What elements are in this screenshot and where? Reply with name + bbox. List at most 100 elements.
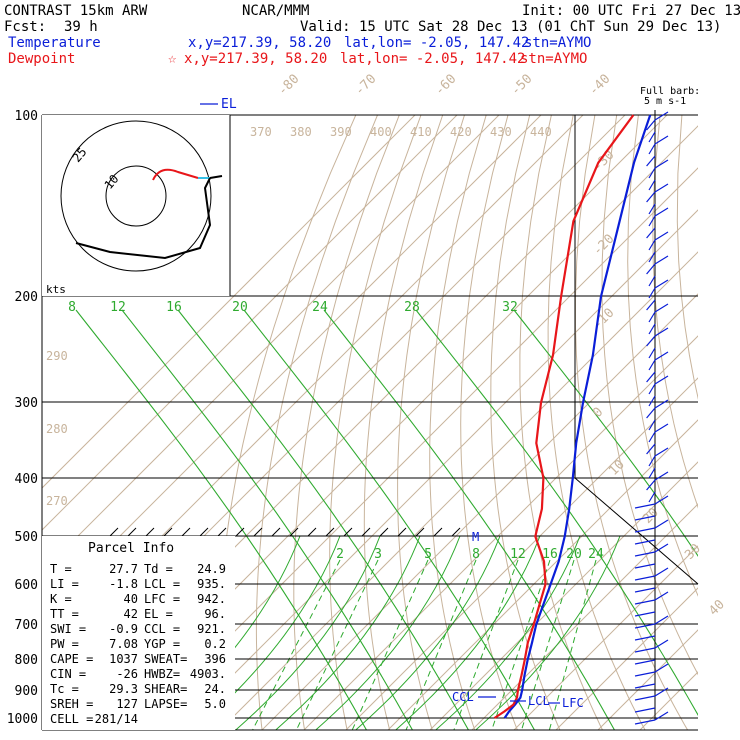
dry-adiabat — [601, 115, 698, 676]
wind-barb — [634, 539, 656, 545]
wind-barb — [646, 191, 656, 203]
theta-label-left: 290 — [46, 349, 68, 363]
isotherm-label: -70 — [352, 72, 379, 99]
parcel-info-key: T = — [50, 562, 72, 576]
dry-adiabat — [397, 115, 465, 730]
parcel-info-value: 4903. — [190, 667, 226, 681]
wind-barb-column — [634, 110, 669, 725]
wind-barb — [648, 383, 656, 395]
theta-label: 440 — [530, 125, 552, 139]
wind-barb — [648, 287, 656, 299]
isotherm-line — [42, 115, 542, 615]
wind-barb-flag — [654, 663, 669, 673]
wind-barb — [648, 215, 656, 227]
mixing-ratio-label: 12 — [110, 300, 126, 315]
mixing-ratio-line — [415, 309, 698, 717]
mixing-ratio-label: 16 — [166, 300, 182, 315]
wind-barb — [648, 455, 656, 467]
parcel-info-key: Tc = — [50, 682, 79, 696]
pressure-label: 600 — [15, 578, 38, 593]
dewpoint-xy: x,y=217.39, 58.20 — [184, 51, 327, 67]
lfc-marker-label: LFC — [562, 696, 584, 710]
wind-barb — [648, 395, 656, 407]
wind-barb-flag — [654, 639, 669, 649]
wind-barb — [648, 167, 656, 179]
wind-barb-flag — [654, 711, 669, 721]
wind-barb — [646, 299, 656, 311]
parcel-info-value: 935. — [197, 577, 226, 591]
parcel-info-value: 24. — [204, 682, 226, 696]
mixing-ratio-line — [243, 309, 536, 730]
parcel-info-key: K = — [50, 592, 72, 606]
parcel-info-title: Parcel Info — [88, 541, 174, 556]
wind-barb — [648, 467, 656, 479]
wind-barb — [648, 311, 656, 323]
dry-adiabat — [547, 115, 646, 730]
hodograph-trace-low — [152, 168, 199, 181]
wind-barb — [648, 131, 656, 143]
freezing-tick — [289, 527, 299, 537]
dry-adiabat — [363, 115, 444, 730]
moist-adiabat — [474, 536, 621, 730]
parcel-info-value: -1.8 — [109, 577, 138, 591]
wind-barb-flag — [654, 519, 669, 529]
wind-barb — [634, 599, 656, 605]
isotherm-label: 20 — [640, 505, 662, 527]
parcel-info-key: PW = — [50, 637, 79, 651]
isotherm-line — [219, 251, 698, 730]
freezing-tick — [397, 527, 407, 537]
wind-barb-flag — [654, 399, 669, 409]
wind-barb-flag — [654, 567, 669, 577]
freezing-tick — [127, 527, 137, 537]
mixing-ratio-dashed — [491, 559, 551, 730]
wind-barb — [648, 203, 656, 215]
dry-adiabat — [490, 115, 561, 730]
wind-barb — [648, 143, 656, 155]
fcst-value: 39 h — [64, 19, 98, 35]
wind-barb — [648, 419, 656, 431]
freezing-tick — [451, 527, 461, 537]
freezing-tick — [145, 527, 155, 537]
freezing-tick — [235, 527, 245, 537]
right-diagonal — [574, 477, 699, 585]
mixing-ratio-dashed — [295, 559, 379, 730]
dry-adiabat — [429, 115, 487, 730]
parcel-info-value: 5.0 — [204, 697, 226, 711]
level-markers: EL M CCL LCL LFC — [200, 97, 584, 710]
parcel-info-key: SWI = — [50, 622, 86, 636]
wind-barb — [646, 263, 656, 275]
hodograph-panel — [42, 115, 230, 296]
barb-title: Full barb: — [640, 86, 700, 97]
wind-barb-flag — [654, 423, 669, 433]
isotherm-label: 30 — [682, 541, 704, 563]
dewpoint-latlon: lat,lon= -2.05, 147.42 — [340, 51, 525, 67]
isotherm-line — [345, 377, 698, 730]
valid-time: Valid: 15 UTC Sat 28 Dec 13 (01 ChT Sun … — [300, 19, 721, 35]
dry-adiabat — [575, 115, 689, 730]
isotherm-label: -10 — [590, 306, 617, 333]
wind-barb — [646, 227, 656, 239]
dry-adiabat-layer — [216, 115, 740, 731]
parcel-info-text: Parcel Info T = 27.7 Td = 24.9 LI = -1.8 LCL = 9… — [50, 541, 226, 726]
parcel-info-value: 96. — [204, 607, 226, 621]
dry-adiabat — [701, 115, 740, 731]
theta-label: 390 — [330, 125, 352, 139]
mixing-ratio-label-lower: 24 — [588, 547, 604, 562]
wind-barb — [648, 275, 656, 287]
moist-adiabat — [394, 536, 541, 730]
wind-barb-flag — [654, 447, 669, 457]
mixing-ratio-label-lower: 20 — [566, 547, 582, 562]
mixing-ratio-layer: 8 12 16 20 24 28 32 2 3 5 8 12 16 20 24 — [68, 300, 698, 730]
moist-adiabat — [354, 536, 501, 730]
wind-barb-flag — [654, 471, 669, 481]
isotherm-line — [429, 461, 698, 730]
wind-barb — [646, 443, 656, 455]
isotherm-line — [261, 293, 698, 730]
temperature-trace — [503, 114, 652, 719]
parcel-info-value: 29.3 — [109, 682, 138, 696]
wind-barb — [634, 515, 656, 521]
parcel-info-value: 281/14 — [95, 712, 138, 726]
moist-adiabat — [235, 536, 301, 649]
